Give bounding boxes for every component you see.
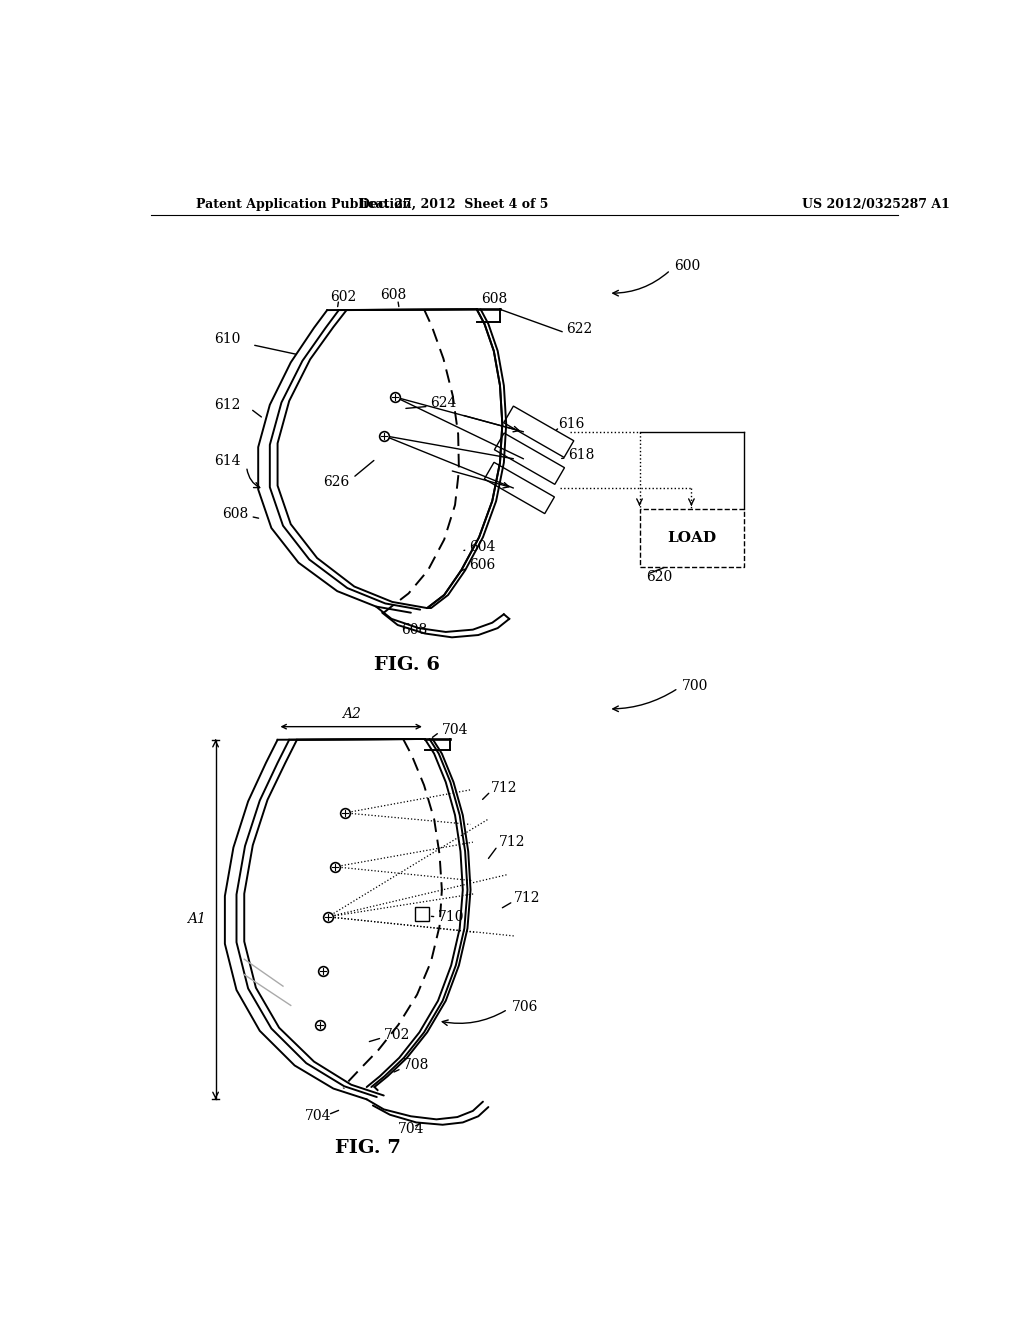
Bar	[504, 407, 573, 458]
Text: A2: A2	[342, 706, 360, 721]
Text: 700: 700	[682, 678, 709, 693]
Bar	[495, 433, 564, 484]
Bar	[640, 508, 744, 566]
Text: 606: 606	[469, 558, 496, 572]
Text: US 2012/0325287 A1: US 2012/0325287 A1	[802, 198, 950, 211]
Bar	[484, 462, 554, 513]
Text: 610: 610	[214, 333, 241, 346]
Text: 712: 712	[499, 836, 525, 849]
Text: 608: 608	[222, 507, 248, 521]
Text: FIG. 6: FIG. 6	[374, 656, 440, 675]
Text: Patent Application Publication: Patent Application Publication	[197, 198, 412, 211]
Text: 608: 608	[480, 292, 507, 306]
Text: 614: 614	[214, 454, 241, 469]
Text: 712: 712	[514, 891, 541, 904]
Text: 618: 618	[568, 447, 595, 462]
Text: 620: 620	[646, 569, 672, 583]
Text: FIG. 7: FIG. 7	[335, 1139, 401, 1156]
Text: Dec. 27, 2012  Sheet 4 of 5: Dec. 27, 2012 Sheet 4 of 5	[358, 198, 548, 211]
Text: 704: 704	[442, 723, 468, 737]
Text: 704: 704	[397, 1122, 424, 1135]
Text: 712: 712	[490, 781, 517, 795]
Text: 622: 622	[566, 322, 592, 337]
Text: 624: 624	[430, 396, 457, 411]
Text: 612: 612	[214, 397, 241, 412]
Text: 608: 608	[380, 289, 407, 302]
Text: 710: 710	[438, 909, 465, 924]
Text: 626: 626	[323, 475, 349, 488]
Bar	[415, 907, 429, 921]
Text: 616: 616	[558, 417, 585, 432]
Text: 704: 704	[304, 1109, 331, 1122]
Text: 600: 600	[675, 259, 700, 273]
Text: 706: 706	[512, 1001, 538, 1014]
Text: LOAD: LOAD	[668, 531, 717, 545]
Text: A1: A1	[186, 912, 206, 927]
Text: 602: 602	[331, 290, 356, 304]
Text: 708: 708	[403, 1059, 429, 1072]
Text: 608: 608	[401, 623, 428, 638]
Text: 604: 604	[469, 540, 496, 554]
Text: 702: 702	[384, 1028, 411, 1041]
